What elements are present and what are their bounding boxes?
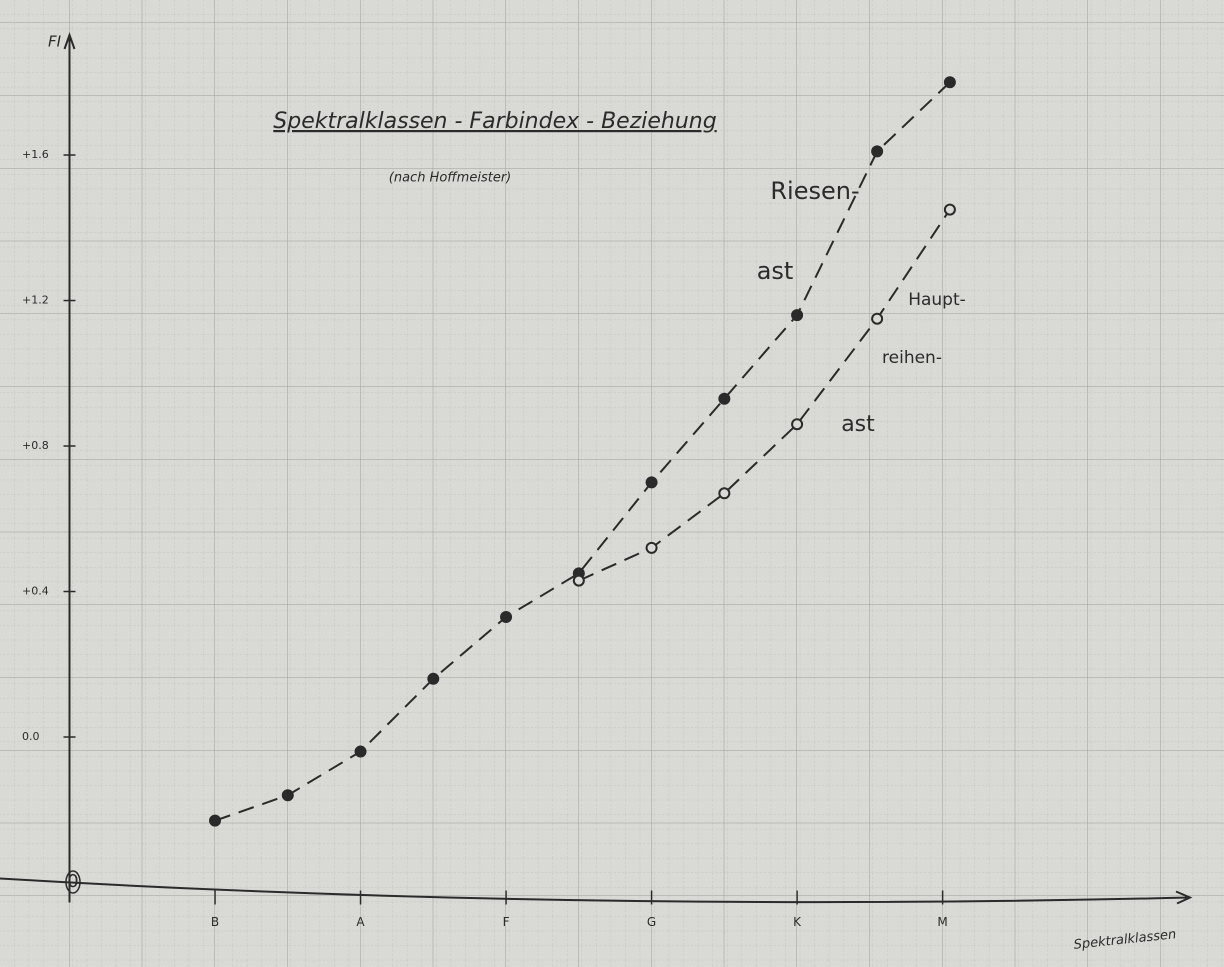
y-tick-label: 0.0 bbox=[22, 730, 40, 743]
x-tick-label: A bbox=[356, 915, 365, 929]
data-point bbox=[647, 477, 657, 487]
page: FI Spektralklassen - Farbindex - Beziehu… bbox=[0, 0, 1224, 967]
data-point bbox=[719, 394, 729, 404]
x-tick-label: G bbox=[647, 915, 656, 929]
data-point bbox=[945, 205, 955, 215]
annotation: ast bbox=[841, 412, 875, 437]
data-point bbox=[283, 790, 293, 800]
x-tick-label: M bbox=[937, 915, 947, 929]
annotation: Haupt- bbox=[908, 290, 966, 310]
data-point bbox=[872, 314, 882, 324]
chart-title: Spektralklassen - Farbindex - Beziehung bbox=[273, 109, 716, 134]
paper-grid-major bbox=[0, 0, 1224, 967]
y-tick-label: +1.6 bbox=[22, 148, 49, 161]
x-tick-label: B bbox=[211, 915, 219, 929]
data-point bbox=[872, 146, 882, 156]
data-point bbox=[210, 816, 220, 826]
y-tick-label: +0.4 bbox=[22, 585, 49, 598]
data-point bbox=[574, 576, 584, 586]
chart: FI Spektralklassen - Farbindex - Beziehu… bbox=[0, 0, 1224, 967]
chart-subtitle: (nach Hoffmeister) bbox=[389, 171, 511, 186]
x-tick-label: F bbox=[503, 915, 510, 929]
y-tick-label: +1.2 bbox=[22, 294, 49, 307]
data-point bbox=[792, 310, 802, 320]
y-axis-label: FI bbox=[48, 33, 62, 51]
annotation: Riesen- bbox=[770, 177, 859, 205]
x-tick-label: K bbox=[793, 915, 802, 929]
data-point bbox=[792, 419, 802, 429]
data-point bbox=[719, 488, 729, 498]
data-point bbox=[356, 747, 366, 757]
y-tick-label: +0.8 bbox=[22, 439, 49, 452]
data-point bbox=[428, 674, 438, 684]
data-point bbox=[945, 77, 955, 87]
data-point bbox=[501, 612, 511, 622]
annotation: ast bbox=[757, 257, 794, 285]
data-point bbox=[647, 543, 657, 553]
annotation: reihen- bbox=[882, 348, 942, 368]
